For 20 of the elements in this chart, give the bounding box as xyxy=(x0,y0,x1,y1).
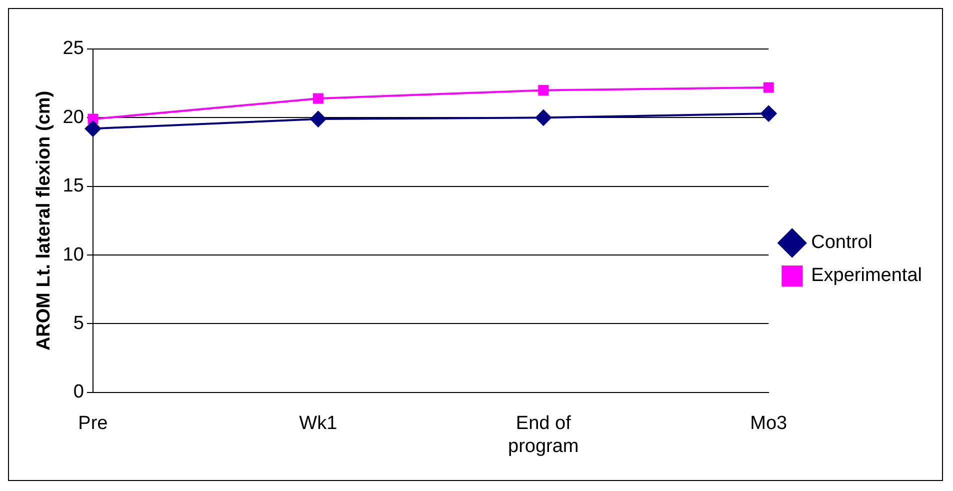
point xyxy=(535,110,552,126)
point xyxy=(84,120,101,137)
legend-label: Experimental xyxy=(811,265,922,286)
point xyxy=(538,84,549,96)
point xyxy=(312,93,324,104)
y-tick-label: 15 xyxy=(62,176,84,197)
y-tick-label: 25 xyxy=(62,38,84,60)
x-tick-label: Pre xyxy=(78,413,108,434)
point xyxy=(763,82,774,93)
y-tick-label: 20 xyxy=(62,106,84,128)
y-tick-label: 10 xyxy=(62,244,84,266)
x-tick-label: Wk1 xyxy=(299,413,338,434)
x-tick-label: Mo3 xyxy=(750,413,788,434)
y-axis-title: AROM Lt. lateral flexion (cm) xyxy=(34,90,55,351)
point xyxy=(310,111,326,128)
legend-label: Control xyxy=(811,232,872,254)
point xyxy=(760,106,777,122)
y-tick-label: 0 xyxy=(73,382,84,403)
x-tick-label: End of program xyxy=(508,413,579,457)
y-tick-label: 5 xyxy=(73,312,84,334)
